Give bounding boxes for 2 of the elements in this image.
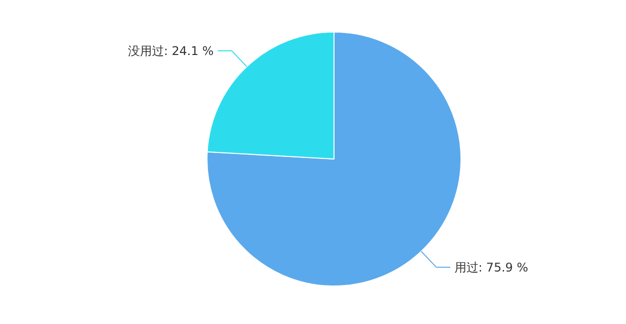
slice-label: 用过: 75.9 %	[454, 260, 528, 274]
slice-label: 没用过: 24.1 %	[128, 44, 214, 58]
